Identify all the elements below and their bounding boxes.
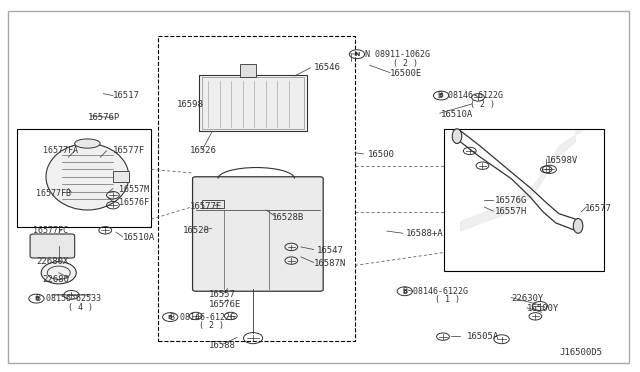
Text: 16517: 16517 <box>113 91 140 100</box>
FancyBboxPatch shape <box>30 234 75 258</box>
Text: 16526: 16526 <box>189 147 216 155</box>
Text: 16500Y: 16500Y <box>527 304 559 313</box>
FancyBboxPatch shape <box>193 177 323 291</box>
Text: B: B <box>438 93 444 98</box>
Text: B: B <box>34 296 39 301</box>
Text: 16576F: 16576F <box>119 198 149 207</box>
Text: 16557: 16557 <box>209 291 236 299</box>
Ellipse shape <box>452 129 462 144</box>
Text: 16577F: 16577F <box>113 147 145 155</box>
Ellipse shape <box>75 139 100 148</box>
Ellipse shape <box>573 218 583 233</box>
Text: ( 1 ): ( 1 ) <box>435 295 460 304</box>
Text: 16528: 16528 <box>183 226 210 235</box>
Text: 16598V: 16598V <box>546 155 579 165</box>
Text: 16577FB: 16577FB <box>36 189 72 198</box>
Text: B 08146-6122G: B 08146-6122G <box>403 287 468 296</box>
Text: 16576G: 16576G <box>495 196 527 205</box>
Text: 16528B: 16528B <box>272 213 305 222</box>
Text: 16588+A: 16588+A <box>406 230 444 238</box>
Text: 16576E: 16576E <box>209 300 241 310</box>
Text: 16577: 16577 <box>584 203 611 213</box>
Bar <box>202 77 304 129</box>
Ellipse shape <box>46 144 129 210</box>
Text: 16557M: 16557M <box>119 185 149 194</box>
Text: B 08156-62533: B 08156-62533 <box>36 294 101 303</box>
Text: ( 2 ): ( 2 ) <box>470 100 495 109</box>
Text: 22680X: 22680X <box>36 257 68 266</box>
Ellipse shape <box>41 262 76 284</box>
Text: 16546: 16546 <box>314 63 340 72</box>
Text: 16510A: 16510A <box>441 109 474 119</box>
Text: 22630Y: 22630Y <box>511 294 543 303</box>
Text: 16598: 16598 <box>177 100 204 109</box>
Bar <box>241 64 256 77</box>
Text: B 08146-6122G: B 08146-6122G <box>438 91 503 100</box>
Text: 16576P: 16576P <box>88 113 120 122</box>
Bar <box>199 75 307 131</box>
Bar <box>202 200 225 208</box>
Text: 16577E: 16577E <box>189 202 221 211</box>
Text: 16577FA: 16577FA <box>43 147 78 155</box>
Text: 16587N: 16587N <box>314 259 346 268</box>
Bar <box>17 129 151 227</box>
Text: ( 2 ): ( 2 ) <box>199 321 224 330</box>
Text: N: N <box>355 52 360 57</box>
Text: 16500: 16500 <box>368 150 395 159</box>
Text: 16547: 16547 <box>317 246 344 255</box>
Text: 16577FC: 16577FC <box>33 226 68 235</box>
Text: 16505A: 16505A <box>467 332 499 341</box>
Text: 16557H: 16557H <box>495 207 527 217</box>
Text: 16510A: 16510A <box>122 233 155 242</box>
Text: 16500E: 16500E <box>390 69 422 78</box>
Bar <box>444 129 604 271</box>
Bar <box>113 171 129 182</box>
Text: B 08146-6122G: B 08146-6122G <box>170 312 236 321</box>
Bar <box>157 36 355 341</box>
Text: N 08911-1062G: N 08911-1062G <box>365 51 429 60</box>
Text: 22680: 22680 <box>43 275 70 283</box>
Text: B: B <box>168 315 173 320</box>
Text: ( 4 ): ( 4 ) <box>68 302 93 312</box>
Text: ( 2 ): ( 2 ) <box>394 59 419 68</box>
Text: B: B <box>403 289 407 294</box>
Text: 16588: 16588 <box>209 341 236 350</box>
Text: J16500D5: J16500D5 <box>559 349 602 357</box>
